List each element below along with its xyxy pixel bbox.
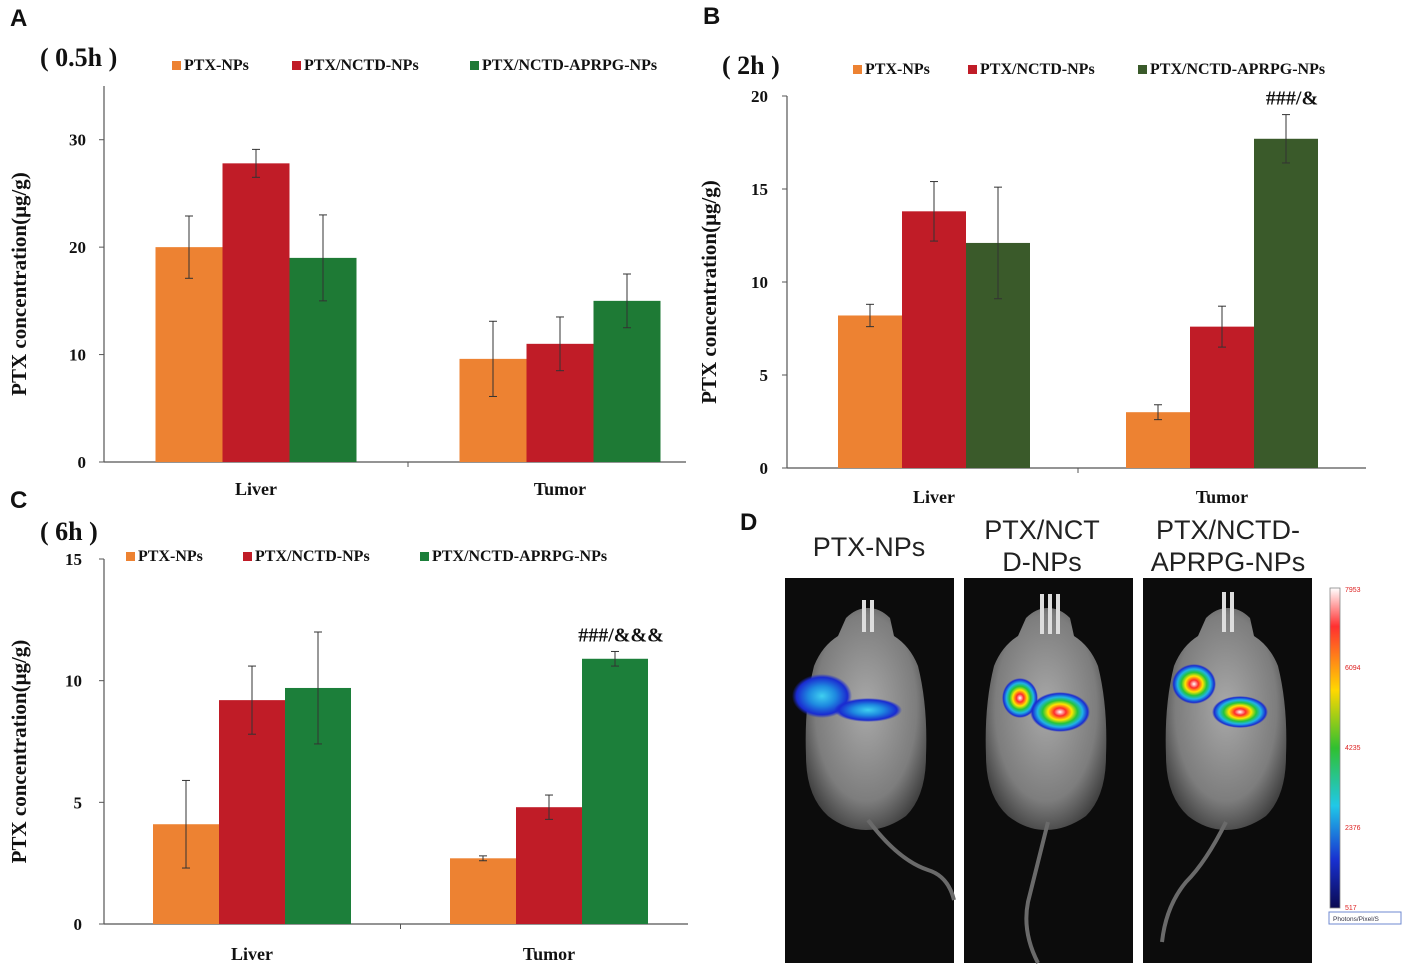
significance-annotation: ###/& [1266,88,1318,110]
mouse-image-2 [964,578,1133,964]
scale-tick-1: 7953 [1345,587,1361,594]
y-tick-label: 20 [69,238,86,257]
chart-title: ( 6h ) [40,517,98,546]
chart-b-2h: ( 2h ) PTX-NPs PTX/NCTD-NPs PTX/NCTD-APRPG-… [697,51,1366,507]
bar [1126,412,1190,468]
y-tick-label: 0 [760,459,769,478]
y-axis-label: PTX concentration(μg/g) [697,180,721,404]
legend-label: PTX/NCTD-APRPG-NPs [432,548,607,565]
y-tick-label: 5 [760,366,769,385]
legend-label: PTX/NCTD-APRPG-NPs [1150,61,1325,78]
legend-label: PTX-NPs [138,548,203,565]
legend-swatch [968,65,977,74]
bar [838,315,902,468]
bar [222,163,290,462]
y-axis-label: PTX concentration(μg/g) [7,172,31,396]
y-axis-label: PTX concentration(μg/g) [7,640,31,864]
chart-a-0.5h: ( 0.5h ) PTX-NPs PTX/NCTD-NPs PTX/NCTD-APRP… [7,43,686,499]
legend-label: PTX/NCTD-APRPG-NPs [482,57,657,74]
chart-title: ( 0.5h ) [40,43,117,72]
mouse-image-1 [785,578,956,963]
y-tick-label: 0 [74,915,83,934]
bar [516,807,582,924]
y-tick-label: 10 [69,346,86,365]
legend-swatch [126,552,135,561]
bar [219,700,285,924]
imaging-title-2-line2: D-NPs [1002,547,1082,577]
y-tick-label: 0 [78,453,87,472]
legend-swatch [172,61,181,70]
bar [1254,138,1318,468]
scale-tick-5: 517 [1345,905,1357,912]
legend-swatch [1138,65,1147,74]
panel-letter-b: B [703,3,720,30]
category-label: Tumor [534,479,586,499]
mouse-image-3 [1143,578,1312,963]
y-tick-label: 10 [65,672,82,691]
imaging-title-1: PTX-NPs [813,532,926,562]
legend-swatch [470,61,479,70]
scale-tick-2: 6094 [1345,665,1361,672]
legend-swatch [420,552,429,561]
legend-label: PTX-NPs [184,57,249,74]
color-scale: 7953 6094 4235 2376 517 Photons/Pixel/S [1328,587,1402,925]
chart-title: ( 2h ) [722,51,780,80]
scale-tick-3: 4235 [1345,745,1361,752]
legend-swatch [292,61,301,70]
imaging-title-3-line2: APRPG-NPs [1151,547,1306,577]
bar [1190,326,1254,468]
legend-swatch [853,65,862,74]
legend-label: PTX-NPs [865,61,930,78]
panel-letter-d: D [740,509,757,536]
y-tick-label: 10 [751,273,768,292]
category-label: Tumor [523,944,575,964]
bar [902,211,966,468]
imaging-title-2-line1: PTX/NCT [984,515,1100,545]
panel-letter-c: C [10,487,27,514]
legend-label: PTX/NCTD-NPs [980,61,1095,78]
imaging-title-3-line1: PTX/NCTD- [1156,515,1300,545]
chart-c-6h: ( 6h ) PTX-NPs PTX/NCTD-NPs PTX/NCTD-APRPG-… [7,517,688,964]
category-label: Liver [235,479,277,499]
category-label: Liver [913,487,955,507]
y-tick-label: 20 [751,87,768,106]
imaging-panel-d: PTX-NPs PTX/NCT D-NPs PTX/NCTD- APRPG-NP… [785,515,1402,964]
scale-tick-4: 2376 [1345,825,1361,832]
panel-letter-a: A [10,5,27,32]
y-tick-label: 15 [751,180,768,199]
y-tick-label: 5 [74,793,83,812]
scale-unit: Photons/Pixel/S [1333,916,1380,923]
y-tick-label: 15 [65,550,82,569]
bar [450,858,516,924]
significance-annotation: ###/&&& [578,624,664,646]
legend-label: PTX/NCTD-NPs [255,548,370,565]
legend-swatch [243,552,252,561]
category-label: Tumor [1196,487,1248,507]
category-label: Liver [231,944,273,964]
bar [155,247,223,462]
bar [582,658,648,924]
legend-label: PTX/NCTD-NPs [304,57,419,74]
y-tick-label: 30 [69,131,86,150]
